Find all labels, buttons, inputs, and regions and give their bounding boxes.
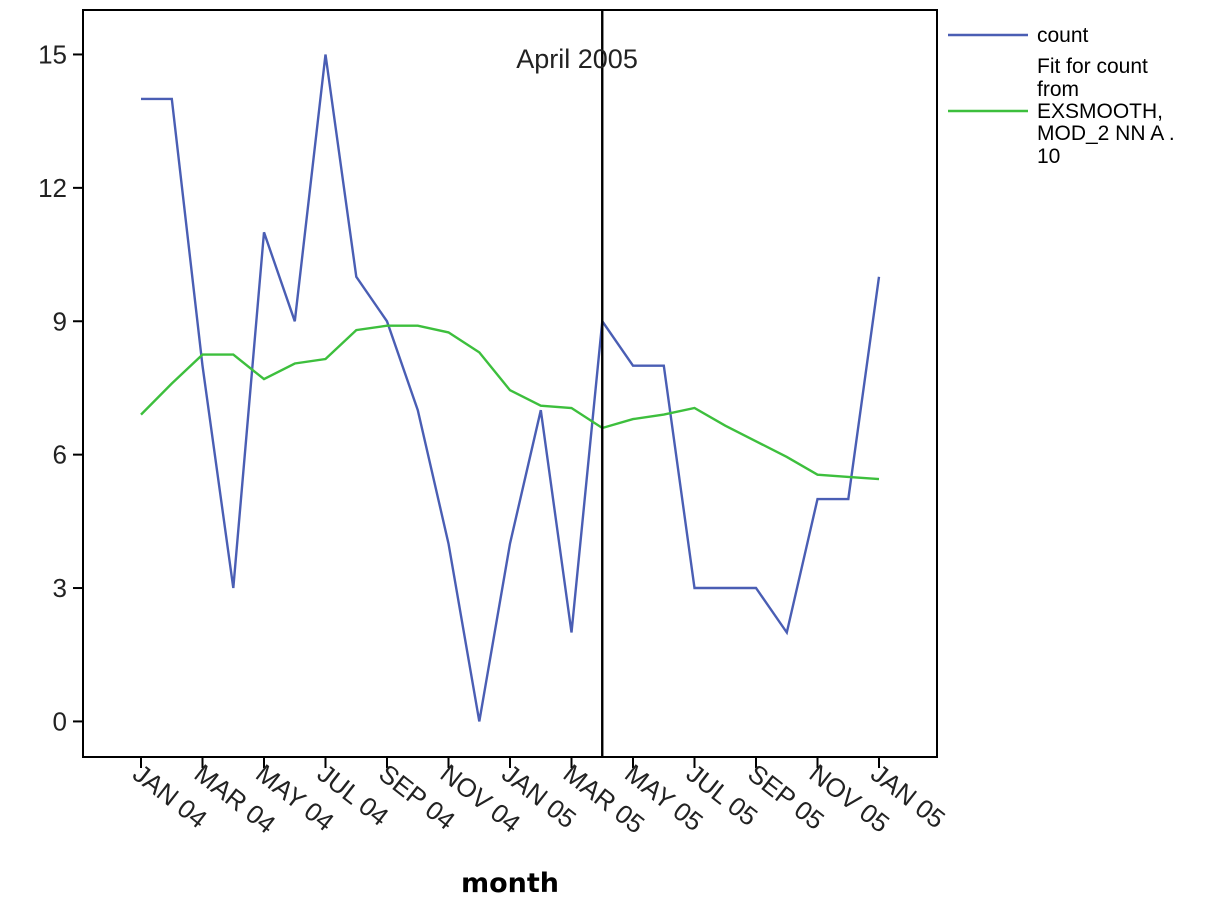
x-axis-title: month [461, 868, 559, 897]
y-tick-label: 9 [53, 306, 67, 336]
legend-label-count: count [1037, 24, 1089, 47]
legend-label-fit-line: Fit for count [1037, 55, 1148, 78]
reference-line-label: April 2005 [516, 44, 638, 74]
series-layer [140, 54, 881, 722]
y-tick-label: 12 [38, 173, 67, 203]
plot-area [82, 9, 938, 758]
legend-label-fit-line: EXSMOOTH, [1037, 100, 1163, 123]
y-tick-label: 15 [38, 39, 67, 69]
y-tick-label: 3 [53, 573, 67, 603]
legend-label-fit-line: MOD_2 NN A . [1037, 122, 1175, 145]
series-line-fit [140, 324, 880, 481]
plot-frame [82, 9, 938, 758]
legend-label-fit-line: from [1037, 78, 1079, 101]
y-axis: 0 3 6 9 12 15 [38, 39, 83, 736]
legend-label-fit-line: 10 [1037, 145, 1060, 168]
y-tick-label: 6 [53, 440, 67, 470]
y-tick-label: 0 [53, 706, 67, 736]
series-line-count [141, 54, 881, 722]
